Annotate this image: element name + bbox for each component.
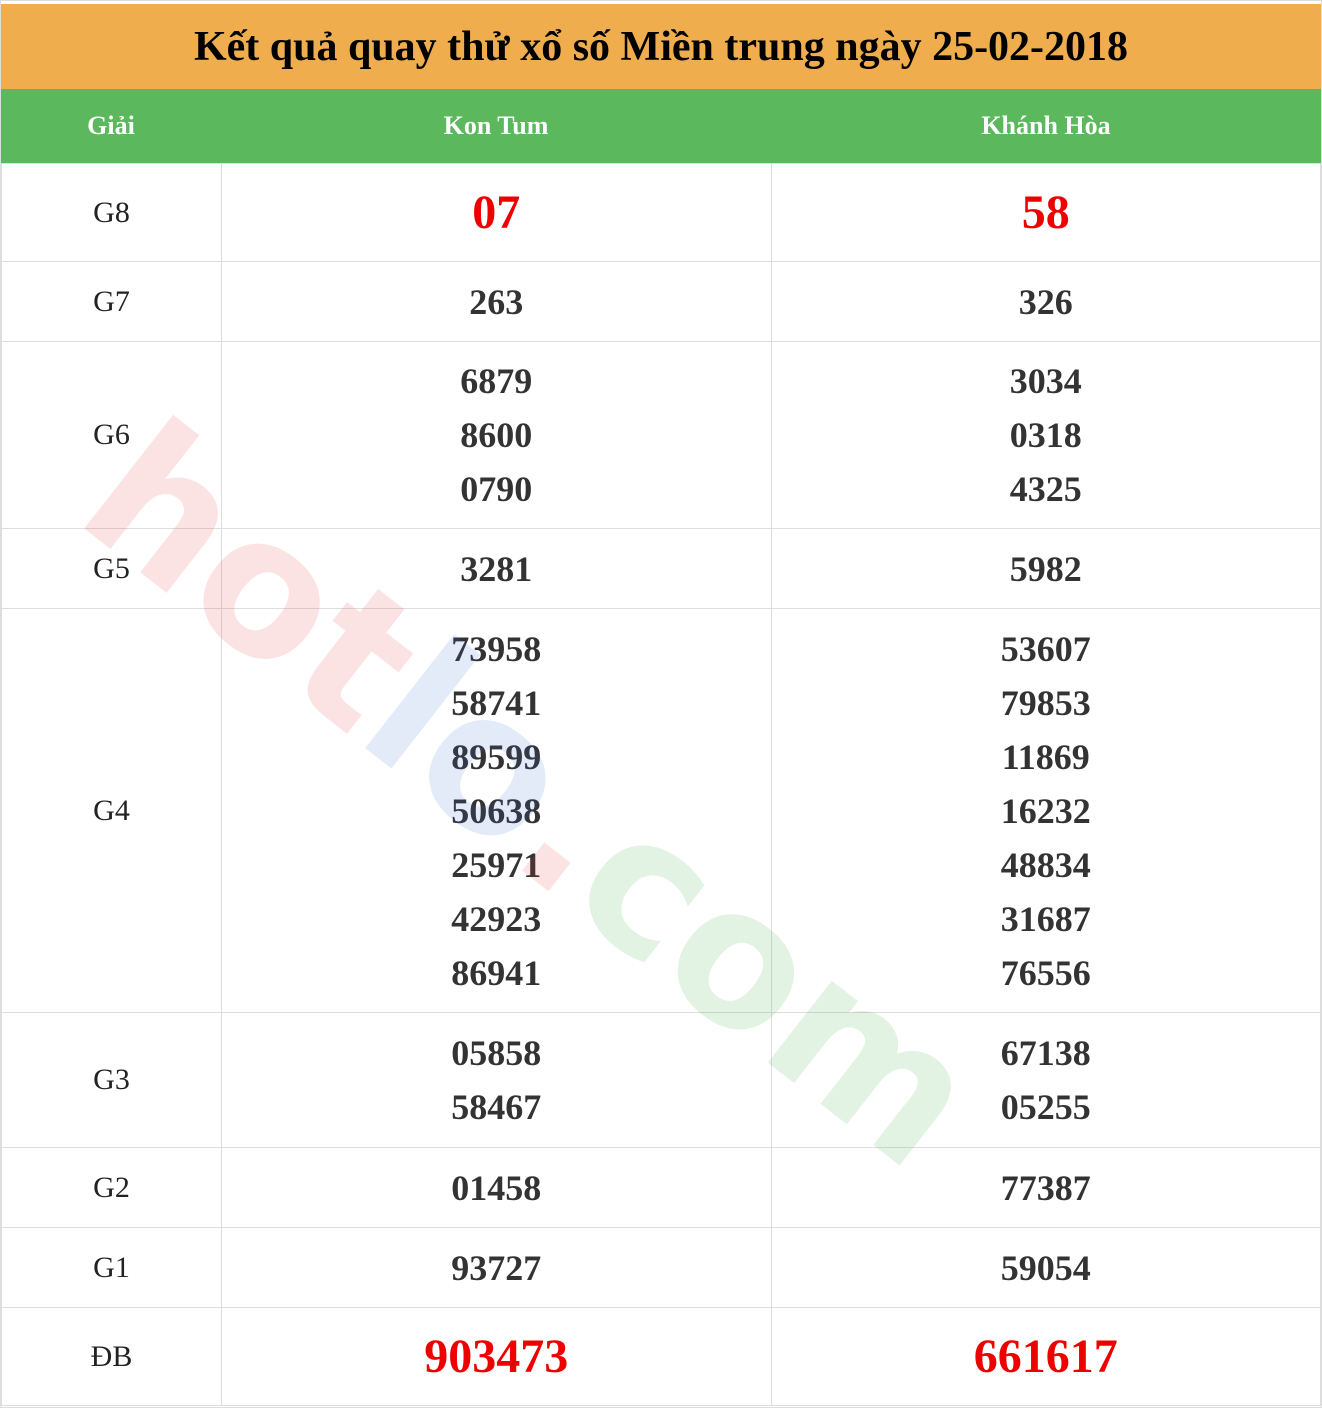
prize-label: G6 — [1, 341, 222, 529]
prize-label: G3 — [1, 1012, 222, 1148]
header-kon-tum: Kon Tum — [443, 111, 549, 140]
result-number: 0318 — [1009, 415, 1082, 455]
result-number: 11869 — [1001, 736, 1090, 777]
page-title: Kết quả quay thử xổ số Miền trung ngày 2… — [1, 1, 1321, 89]
cell-khanh-hoa: 3034 0318 4325 — [770, 341, 1321, 529]
result-number: 263 — [469, 281, 524, 322]
result-number: 76556 — [1000, 952, 1091, 993]
cell-kon-tum: 6879 8600 0790 — [221, 341, 772, 529]
prize-label: G1 — [1, 1227, 222, 1308]
cell-kon-tum: 07 — [221, 163, 772, 262]
result-number: 59054 — [1000, 1247, 1091, 1288]
cell-khanh-hoa: 5982 — [770, 528, 1321, 609]
cell-khanh-hoa: 53607 79853 11869 16232 48834 31687 76556 — [770, 608, 1321, 1013]
result-number: 05255 — [1000, 1087, 1091, 1127]
result-number: 42923 — [451, 898, 542, 939]
prize-label: G2 — [1, 1147, 222, 1228]
table-row: G7 263 326 — [1, 261, 1321, 342]
table-header: Giải Kon Tum Khánh Hòa — [1, 89, 1321, 163]
cell-khanh-hoa: 326 — [770, 261, 1321, 342]
result-number: 73958 — [451, 628, 542, 669]
cell-khanh-hoa: 77387 — [770, 1147, 1321, 1228]
result-number: 89599 — [451, 736, 542, 777]
table-row: ĐB 903473 661617 — [1, 1307, 1321, 1406]
result-number: 58741 — [451, 682, 542, 723]
cell-kon-tum: 01458 — [221, 1147, 772, 1228]
result-number: 6879 — [460, 361, 533, 401]
result-number: 58 — [1021, 185, 1070, 239]
result-number: 79853 — [1000, 682, 1091, 723]
result-number: 16232 — [1000, 790, 1091, 831]
header-prize: Giải — [87, 111, 135, 140]
prize-label: G5 — [1, 528, 222, 609]
prize-label: G7 — [1, 261, 222, 342]
table-row: G4 73958 58741 89599 50638 25971 42923 86941 536… — [1, 608, 1321, 1013]
table-row: G3 05858 58467 67138 05255 — [1, 1012, 1321, 1148]
table-row: G2 01458 77387 — [1, 1147, 1321, 1228]
result-number: 3034 — [1009, 361, 1082, 401]
result-number: 53607 — [1000, 628, 1091, 669]
cell-khanh-hoa: 661617 — [770, 1307, 1321, 1406]
result-number: 86941 — [451, 952, 542, 993]
prize-label: ĐB — [1, 1307, 222, 1406]
result-number: 8600 — [460, 415, 533, 455]
table-row: G1 93727 59054 — [1, 1227, 1321, 1308]
prize-label: G4 — [1, 608, 222, 1013]
table-row: G8 07 58 — [1, 163, 1321, 262]
table-row: G6 6879 8600 0790 3034 0318 4325 — [1, 341, 1321, 529]
cell-kon-tum: 263 — [221, 261, 772, 342]
results-table: G8 07 58 G7 263 326 G6 6879 8600 0790 3034 0318 4325… — [1, 163, 1321, 1406]
result-number: 25971 — [451, 844, 542, 885]
result-number: 326 — [1018, 281, 1073, 322]
result-number: 4325 — [1009, 469, 1082, 509]
result-number: 903473 — [424, 1329, 569, 1383]
prize-label: G8 — [1, 163, 222, 262]
result-number: 5982 — [1009, 548, 1082, 589]
cell-kon-tum: 73958 58741 89599 50638 25971 42923 86941 — [221, 608, 772, 1013]
result-number: 48834 — [1000, 844, 1091, 885]
cell-khanh-hoa: 59054 — [770, 1227, 1321, 1308]
result-number: 31687 — [1000, 898, 1091, 939]
cell-khanh-hoa: 67138 05255 — [770, 1012, 1321, 1148]
result-number: 58467 — [451, 1087, 542, 1127]
result-number: 07 — [472, 185, 521, 239]
cell-kon-tum: 903473 — [221, 1307, 772, 1406]
result-number: 50638 — [451, 790, 542, 831]
result-number: 05858 — [451, 1033, 542, 1073]
cell-kon-tum: 3281 — [221, 528, 772, 609]
result-number: 01458 — [451, 1167, 542, 1208]
table-row: G5 3281 5982 — [1, 528, 1321, 609]
result-number: 661617 — [973, 1329, 1118, 1383]
result-number: 3281 — [460, 548, 533, 589]
result-number: 93727 — [451, 1247, 542, 1288]
cell-kon-tum: 93727 — [221, 1227, 772, 1308]
cell-khanh-hoa: 58 — [770, 163, 1321, 262]
result-number: 67138 — [1000, 1033, 1091, 1073]
result-number: 77387 — [1000, 1167, 1091, 1208]
cell-kon-tum: 05858 58467 — [221, 1012, 772, 1148]
result-number: 0790 — [460, 469, 533, 509]
header-khanh-hoa: Khánh Hòa — [981, 111, 1111, 140]
